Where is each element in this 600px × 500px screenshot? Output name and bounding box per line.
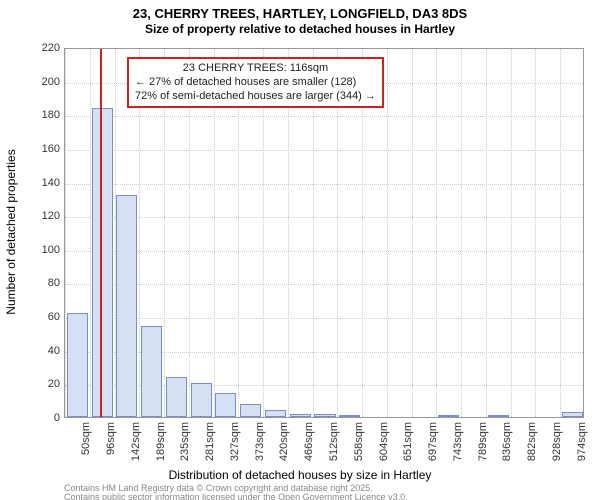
ytick-label: 0 [30, 412, 60, 424]
xtick-label: 882sqm [526, 422, 538, 461]
xtick-label: 235sqm [179, 422, 191, 461]
xtick-label: 928sqm [551, 422, 563, 461]
xtick-label: 373sqm [254, 422, 266, 461]
callout-line2: ← 27% of detached houses are smaller (12… [135, 76, 376, 90]
gridline-v [461, 49, 462, 417]
histogram-bar [240, 404, 261, 417]
x-axis-label: Distribution of detached houses by size … [0, 468, 600, 482]
xtick-label: 697sqm [427, 422, 439, 461]
histogram-bar [141, 326, 162, 417]
callout-line3: 72% of semi-detached houses are larger (… [135, 90, 376, 104]
gridline-v [560, 49, 561, 417]
histogram-bar [265, 410, 286, 417]
xtick-label: 836sqm [501, 422, 513, 461]
ytick-label: 140 [30, 177, 60, 189]
histogram-bar [215, 393, 236, 417]
ytick-label: 80 [30, 277, 60, 289]
histogram-bar [290, 414, 311, 417]
xtick-label: 558sqm [353, 422, 365, 461]
ytick-label: 100 [30, 244, 60, 256]
xtick-label: 142sqm [130, 422, 142, 461]
gridline-v [511, 49, 512, 417]
gridline-v [436, 49, 437, 417]
xtick-label: 189sqm [155, 422, 167, 461]
ytick-label: 20 [30, 378, 60, 390]
histogram-bar [314, 414, 335, 417]
gridline-v [90, 49, 91, 417]
gridline-h [65, 116, 583, 117]
ytick-label: 220 [30, 42, 60, 54]
ytick-label: 200 [30, 76, 60, 88]
gridline-v [387, 49, 388, 417]
chart-title-line2: Size of property relative to detached ho… [0, 22, 600, 36]
histogram-bar [562, 412, 583, 417]
xtick-label: 974sqm [576, 422, 588, 461]
xtick-label: 420sqm [278, 422, 290, 461]
gridline-h [65, 150, 583, 151]
gridline-v [412, 49, 413, 417]
histogram-bar [166, 377, 187, 417]
ytick-label: 160 [30, 143, 60, 155]
xtick-label: 281sqm [204, 422, 216, 461]
xtick-label: 327sqm [229, 422, 241, 461]
reference-line [100, 49, 102, 417]
xtick-label: 466sqm [303, 422, 315, 461]
callout-line1: 23 CHERRY TREES: 116sqm [135, 62, 376, 76]
histogram-bar [488, 415, 509, 417]
gridline-v [115, 49, 116, 417]
ytick-label: 60 [30, 311, 60, 323]
ytick-label: 120 [30, 210, 60, 222]
gridline-h [65, 184, 583, 185]
xtick-label: 651sqm [402, 422, 414, 461]
histogram-bar [116, 195, 137, 417]
gridline-v [486, 49, 487, 417]
gridline-h [65, 318, 583, 319]
histogram-bar [67, 313, 88, 417]
xtick-label: 50sqm [80, 422, 92, 455]
ytick-label: 180 [30, 109, 60, 121]
chart-title-line1: 23, CHERRY TREES, HARTLEY, LONGFIELD, DA… [0, 0, 600, 22]
xtick-label: 743sqm [452, 422, 464, 461]
gridline-v [65, 49, 66, 417]
histogram-bar [191, 383, 212, 417]
ytick-label: 40 [30, 345, 60, 357]
xtick-label: 789sqm [477, 422, 489, 461]
gridline-h [65, 217, 583, 218]
xtick-label: 604sqm [378, 422, 390, 461]
xtick-label: 96sqm [105, 422, 117, 455]
callout-box: 23 CHERRY TREES: 116sqm← 27% of detached… [127, 57, 384, 108]
attribution: Contains HM Land Registry data © Crown c… [64, 484, 408, 500]
gridline-h [65, 251, 583, 252]
xtick-label: 512sqm [328, 422, 340, 461]
gridline-h [65, 284, 583, 285]
plot-area: 23 CHERRY TREES: 116sqm← 27% of detached… [64, 48, 584, 418]
gridline-v [535, 49, 536, 417]
attribution-line2: Contains public sector information licen… [64, 493, 408, 500]
histogram-bar [438, 415, 459, 417]
histogram-bar [339, 415, 360, 417]
